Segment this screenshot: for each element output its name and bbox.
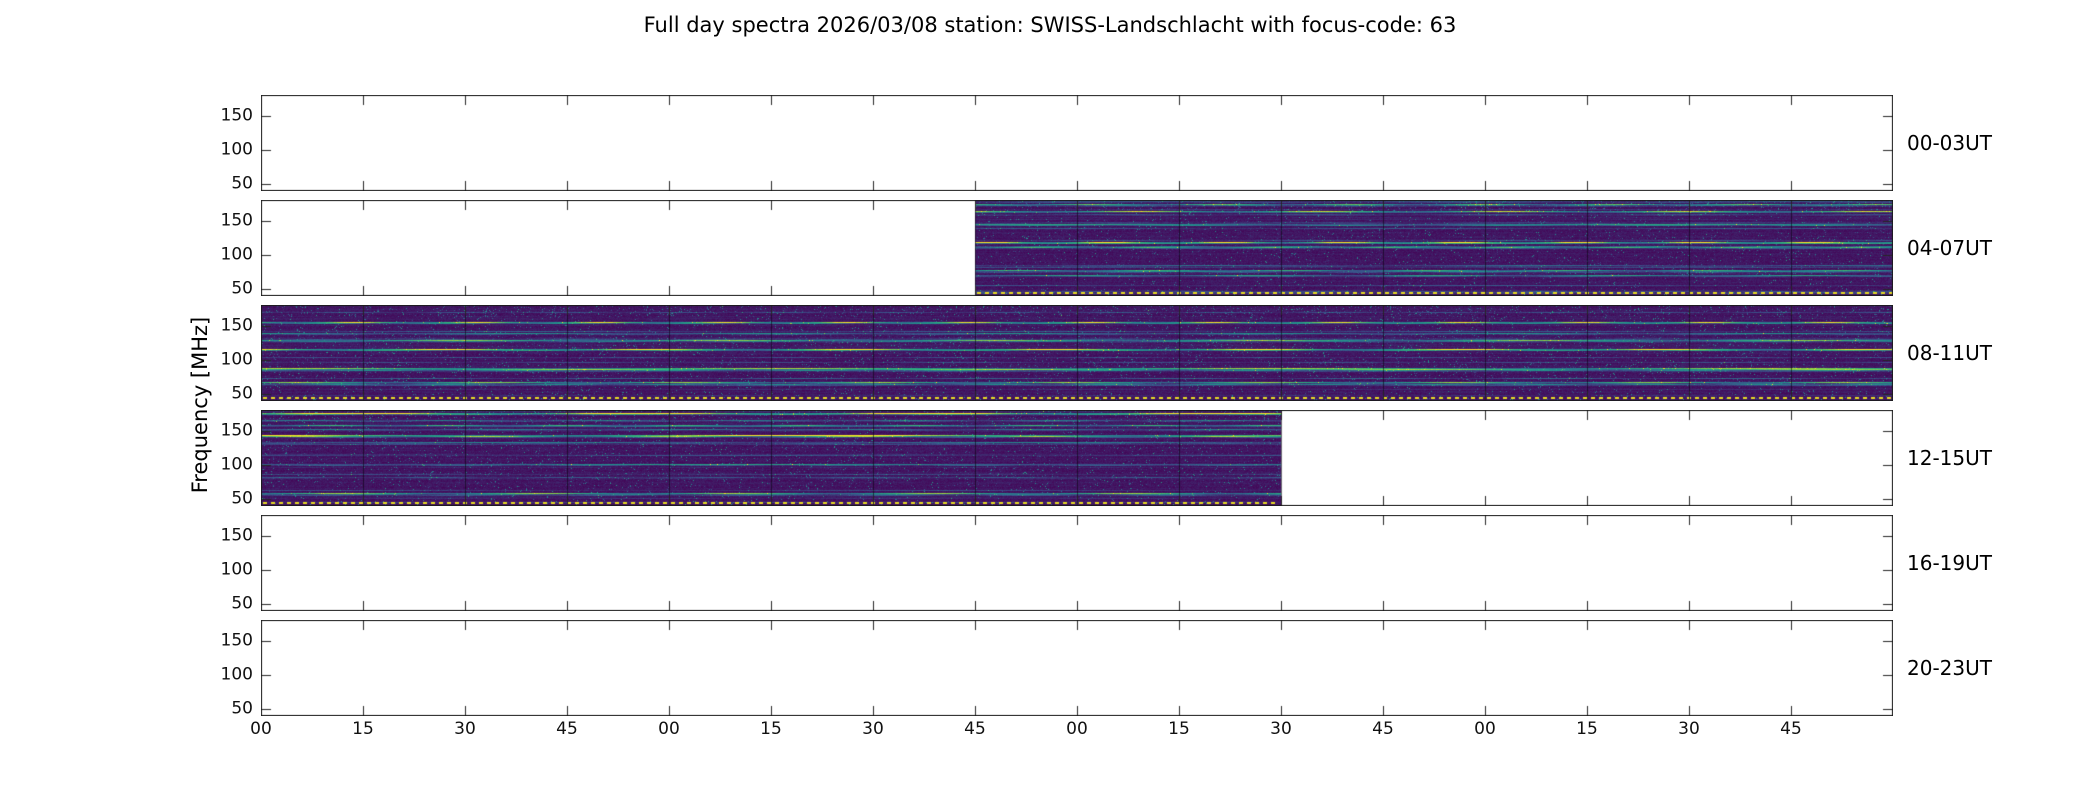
- y-tick-label: 100: [220, 139, 253, 160]
- figure-title: Full day spectra 2026/03/08 station: SWI…: [643, 13, 1457, 37]
- x-tick-label: 15: [760, 719, 782, 739]
- y-tick-label: 100: [220, 349, 253, 370]
- x-tick-label: 45: [964, 719, 986, 739]
- spectrogram-panel-3: [261, 410, 1893, 506]
- y-tick-label: 50: [231, 173, 253, 194]
- row-time-label: 04-07UT: [1907, 236, 1992, 260]
- spectrogram-panel-0: [261, 95, 1893, 191]
- y-tick-label: 100: [220, 454, 253, 475]
- x-tick-label: 00: [1066, 719, 1088, 739]
- y-tick-label: 100: [220, 244, 253, 265]
- y-tick-label: 150: [220, 525, 253, 546]
- y-tick-label: 150: [220, 630, 253, 651]
- y-tick-label: 150: [220, 315, 253, 336]
- y-tick-label: 100: [220, 664, 253, 685]
- x-tick-label: 00: [250, 719, 272, 739]
- row-time-label: 20-23UT: [1907, 656, 1992, 680]
- x-tick-label: 30: [1678, 719, 1700, 739]
- y-tick-label: 50: [231, 593, 253, 614]
- spectrogram-panel-2: [261, 305, 1893, 401]
- x-tick-label: 00: [1474, 719, 1496, 739]
- x-tick-label: 30: [454, 719, 476, 739]
- y-tick-label: 150: [220, 210, 253, 231]
- row-time-label: 16-19UT: [1907, 551, 1992, 575]
- y-tick-label: 50: [231, 383, 253, 404]
- x-tick-label: 15: [1576, 719, 1598, 739]
- y-tick-label: 50: [231, 698, 253, 719]
- row-time-label: 08-11UT: [1907, 341, 1992, 365]
- spectrogram-panel-1: [261, 200, 1893, 296]
- spectrogram-panel-5: [261, 620, 1893, 716]
- y-tick-label: 50: [231, 278, 253, 299]
- x-tick-label: 45: [556, 719, 578, 739]
- spectrogram-panel-4: [261, 515, 1893, 611]
- row-time-label: 12-15UT: [1907, 446, 1992, 470]
- x-tick-label: 30: [1270, 719, 1292, 739]
- row-time-label: 00-03UT: [1907, 131, 1992, 155]
- x-tick-label: 15: [352, 719, 374, 739]
- y-tick-label: 50: [231, 488, 253, 509]
- y-tick-label: 150: [220, 420, 253, 441]
- x-tick-label: 45: [1780, 719, 1802, 739]
- x-tick-label: 00: [658, 719, 680, 739]
- y-tick-label: 100: [220, 559, 253, 580]
- x-tick-label: 15: [1168, 719, 1190, 739]
- x-tick-label: 45: [1372, 719, 1394, 739]
- y-tick-label: 150: [220, 105, 253, 126]
- x-tick-label: 30: [862, 719, 884, 739]
